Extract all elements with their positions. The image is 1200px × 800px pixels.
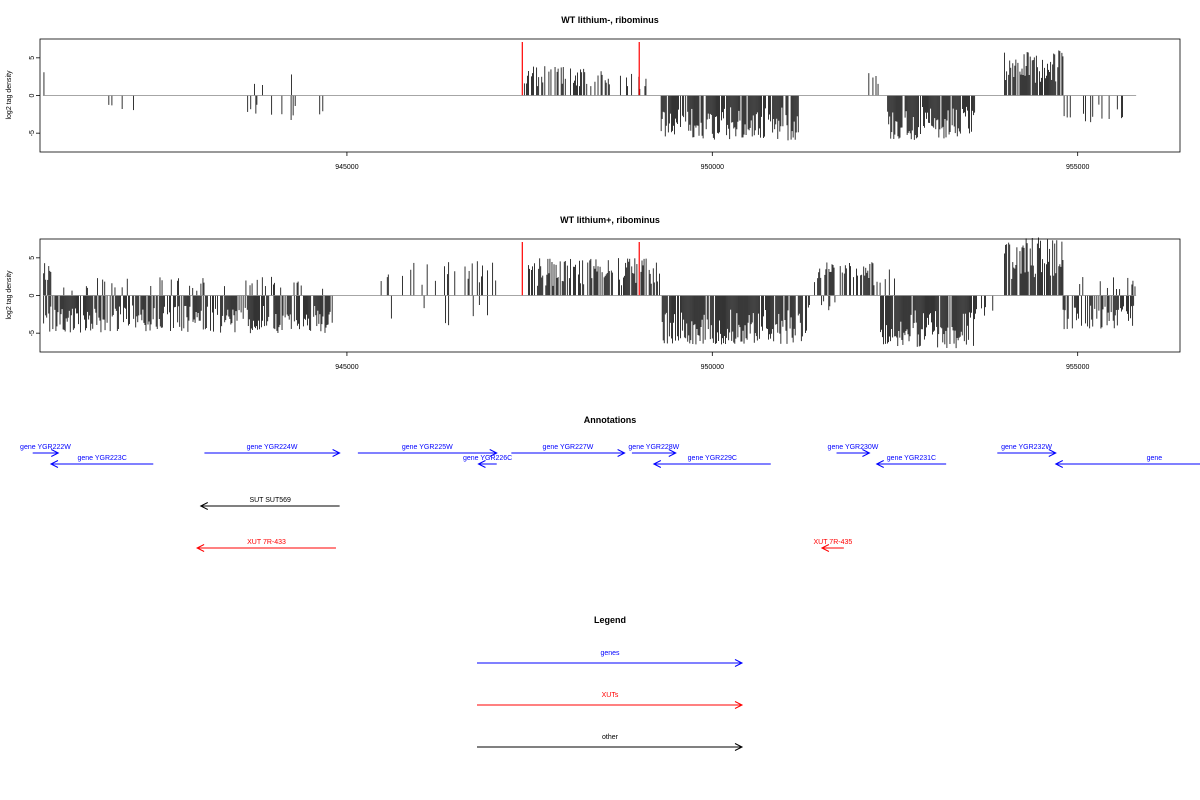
track-title: WT lithium+, ribominus [560,215,660,225]
legend: Legend genes XUTs other [477,615,744,751]
feature-arrowhead [195,544,205,552]
feature-label: gene YGR231C [887,455,936,462]
annotations-title: Annotations [584,415,637,425]
legend-item-XUTs: XUTs [477,692,744,709]
feature-label: gene YGR227W [543,444,594,451]
legend-arrowhead [734,743,744,751]
feature-XUTs: XUT 7R-435 [813,539,852,552]
x-tick-label: 945000 [335,164,358,171]
feature-arrowhead [332,449,341,457]
y-tick-label: 5 [29,256,36,260]
legend-label: other [602,734,619,741]
y-tick-label: -5 [29,130,36,136]
y-tick-label: 5 [29,56,36,60]
feature-genes: gene [1054,455,1200,468]
feature-arrowhead [51,449,60,457]
feature-label: gene YGR223C [77,455,126,462]
x-tick-label: 955000 [1066,364,1089,371]
x-tick-label: 950000 [701,364,724,371]
feature-genes: gene YGR232W [997,444,1057,457]
y-axis-label: log2 tag density [6,270,13,320]
feature-label: XUT 7R-433 [247,539,286,546]
legend-item-genes: genes [477,650,744,667]
x-tick-label: 945000 [335,364,358,371]
track-lithium-plus: WT lithium+, ribominus -5 0 5 945000 950000… [6,215,1181,371]
legend-arrowhead [734,701,744,709]
x-axis: 945000 950000 955000 [335,352,1089,371]
feature-arrowhead [862,449,871,457]
feature-label: gene YGR224W [247,444,298,451]
y-tick-label: 0 [29,293,36,297]
feature-label: gene YGR232W [1001,444,1052,451]
signal-bars [43,50,1123,141]
y-tick-label: -5 [29,330,36,336]
legend-label: genes [600,650,620,657]
feature-label: gene [1147,455,1163,462]
y-axis: -5 0 5 [29,56,40,136]
feature-label: gene YGR226C [463,455,512,462]
annotation-features: gene YGR222W gene YGR223C gene YGR224W gene… [20,444,1200,552]
x-tick-label: 950000 [701,164,724,171]
feature-arrowhead [1048,449,1057,457]
marker-lines [521,242,640,296]
feature-label: gene YGR230W [828,444,879,451]
feature-genes: gene YGR225W [357,444,498,457]
feature-genes: gene YGR229C [652,455,771,468]
feature-arrowhead [477,460,486,468]
feature-label: SUT SUT569 [249,497,291,504]
x-tick-label: 955000 [1066,164,1089,171]
x-axis: 945000 950000 955000 [335,152,1089,171]
feature-label: gene YGR222W [20,444,71,451]
feature-genes: gene YGR224W [204,444,341,457]
legend-label: XUTs [602,692,619,699]
legend-items: genes XUTs other [477,650,744,751]
y-axis: -5 0 5 [29,256,40,336]
marker-lines [521,42,640,96]
feature-arrowhead [652,460,662,468]
legend-arrowhead [734,659,744,667]
feature-genes: gene YGR231C [875,455,947,468]
feature-genes: gene YGR227W [511,444,626,457]
feature-other: SUT SUT569 [199,497,340,510]
feature-label: gene YGR228W [628,444,679,451]
signal-bars [43,237,1136,349]
feature-genes: gene YGR230W [828,444,879,457]
legend-title: Legend [594,615,626,625]
feature-genes: gene YGR228W [628,444,680,457]
feature-label: gene YGR225W [402,444,453,451]
feature-arrowhead [617,449,626,457]
feature-arrowhead [875,460,884,468]
feature-genes: gene YGR226C [463,455,512,468]
feature-genes: gene YGR222W [20,444,71,457]
feature-arrowhead [1054,460,1063,468]
feature-arrowhead [199,502,208,510]
y-axis-label: log2 tag density [6,70,13,120]
feature-arrowhead [820,544,830,552]
y-tick-label: 0 [29,93,36,97]
feature-arrowhead [668,449,677,457]
legend-item-other: other [477,734,744,751]
feature-genes: gene YGR223C [49,455,154,468]
track-title: WT lithium-, ribominus [561,15,659,25]
track-lithium-minus: WT lithium-, ribominus -5 0 5 945000 950000… [6,15,1181,171]
feature-label: gene YGR229C [688,455,737,462]
feature-label: XUT 7R-435 [813,539,852,546]
feature-XUTs: XUT 7R-433 [195,539,336,552]
feature-arrowhead [49,460,59,468]
feature-arrowhead [489,449,498,457]
